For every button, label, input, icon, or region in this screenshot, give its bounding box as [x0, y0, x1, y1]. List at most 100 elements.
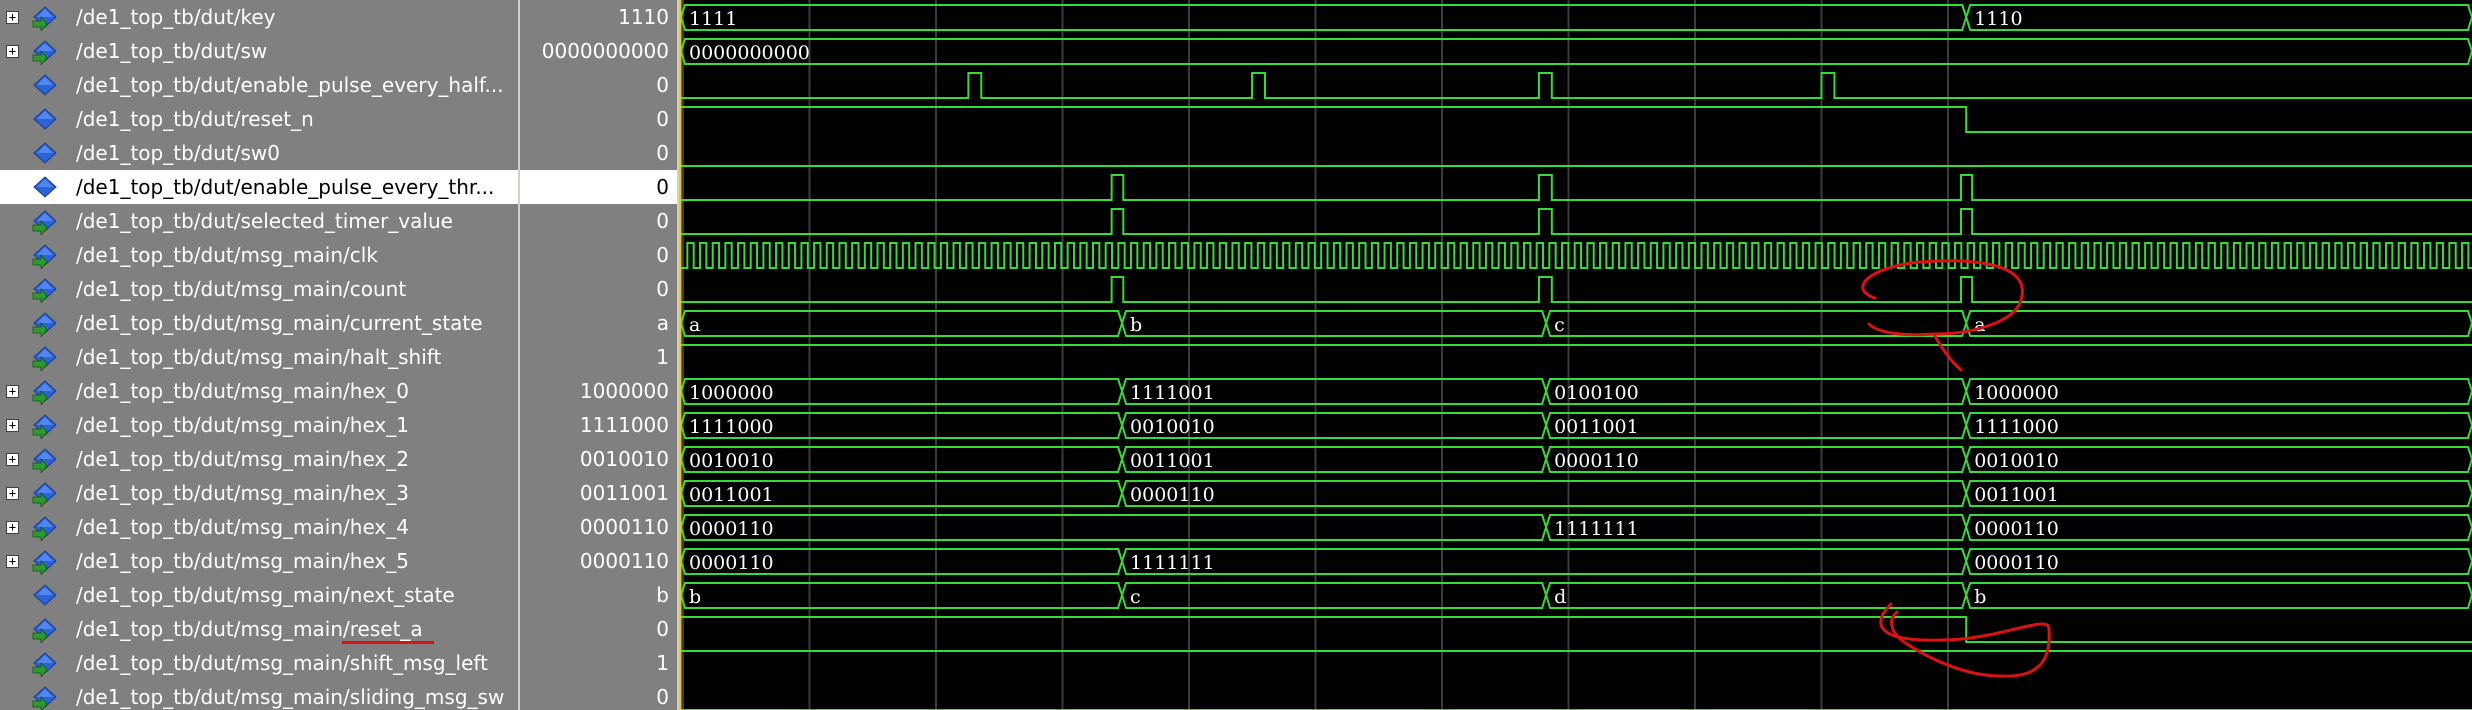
- signal-value-row[interactable]: 0011001: [520, 476, 677, 510]
- bus-value-label: a: [689, 314, 700, 336]
- bit-wave: [681, 106, 2472, 133]
- bus-value-label: 1111111: [1554, 518, 1639, 540]
- expand-icon[interactable]: +: [6, 385, 19, 398]
- signal-value-row[interactable]: 0: [520, 136, 677, 170]
- bus-segment: [1965, 446, 2472, 473]
- signal-value: 0: [656, 617, 669, 641]
- bus-segment: [1965, 4, 2472, 31]
- signal-value-row[interactable]: 0: [520, 680, 677, 710]
- bus-segment: [1965, 378, 2472, 405]
- signal-name: /de1_top_tb/dut/msg_main/sliding_msg_sw: [76, 685, 505, 709]
- bus-value-label: 0000000000: [689, 42, 810, 64]
- signal-name: /de1_top_tb/dut/msg_main/halt_shift: [76, 345, 442, 369]
- signal-name: /de1_top_tb/dut/msg_main/hex_1: [76, 413, 409, 437]
- signal-row[interactable]: /de1_top_tb/dut/msg_main/clk: [0, 238, 518, 272]
- bus-value-label: 0000110: [689, 518, 774, 540]
- pane-splitter[interactable]: [677, 0, 679, 710]
- expand-icon[interactable]: +: [6, 555, 19, 568]
- signal-name: /de1_top_tb/dut/msg_main/shift_msg_left: [76, 651, 488, 675]
- signal-row[interactable]: + /de1_top_tb/dut/msg_main/hex_3: [0, 476, 518, 510]
- signal-name: /de1_top_tb/dut/msg_main/hex_0: [76, 379, 409, 403]
- signal-value-row[interactable]: b: [520, 578, 677, 612]
- wave-pane[interactable]: 1111 1110 0000000000 a b c a 1000000 1111001 0100…: [679, 0, 2472, 710]
- signal-row[interactable]: /de1_top_tb/dut/selected_timer_value: [0, 204, 518, 238]
- expand-icon[interactable]: +: [6, 453, 19, 466]
- bus-value-label: 0010010: [1130, 416, 1215, 438]
- signal-row[interactable]: /de1_top_tb/dut/enable_pulse_every_thr..…: [0, 170, 518, 204]
- bus-input-icon: [32, 39, 62, 67]
- bus-value-label: 0000110: [1974, 518, 2059, 540]
- signal-value-row[interactable]: 1: [520, 340, 677, 374]
- signal-row[interactable]: /de1_top_tb/dut/msg_main/shift_msg_left: [0, 646, 518, 680]
- signal-name: /de1_top_tb/dut/msg_main/hex_3: [76, 481, 409, 505]
- signal-value-row[interactable]: 1110: [520, 0, 677, 34]
- signal-row[interactable]: /de1_top_tb/dut/msg_main/current_state: [0, 306, 518, 340]
- bus-value-label: c: [1554, 314, 1565, 336]
- signal-row[interactable]: + /de1_top_tb/dut/msg_main/hex_2: [0, 442, 518, 476]
- bit-wave: [681, 174, 2472, 201]
- pane-splitter[interactable]: [518, 0, 520, 710]
- expand-icon[interactable]: +: [6, 487, 19, 500]
- bus-segment: [1965, 480, 2472, 507]
- signal-row[interactable]: + /de1_top_tb/dut/msg_main/hex_1: [0, 408, 518, 442]
- bus-segment: [1121, 412, 1548, 439]
- signal-value-row[interactable]: 1111000: [520, 408, 677, 442]
- signal-value-row[interactable]: 0: [520, 272, 677, 306]
- signal-name: /de1_top_tb/dut/msg_main/hex_5: [76, 549, 409, 573]
- expand-icon[interactable]: +: [6, 11, 19, 24]
- bus-segment: [1545, 412, 1968, 439]
- signal-value-row[interactable]: 0000110: [520, 510, 677, 544]
- bus-value-label: 1000000: [1974, 382, 2059, 404]
- signal-row[interactable]: /de1_top_tb/dut/msg_main/count: [0, 272, 518, 306]
- wave-canvas[interactable]: 1111 1110 0000000000 a b c a 1000000 1111001 0100…: [679, 0, 2472, 710]
- signal-row[interactable]: /de1_top_tb/dut/sw0: [0, 136, 518, 170]
- signal-row[interactable]: /de1_top_tb/dut/enable_pulse_every_half.…: [0, 68, 518, 102]
- signal-row[interactable]: /de1_top_tb/dut/msg_main/sliding_msg_sw: [0, 680, 518, 710]
- signal-row[interactable]: /de1_top_tb/dut/msg_main/halt_shift: [0, 340, 518, 374]
- signal-value: 0: [656, 107, 669, 131]
- signal-value-row[interactable]: 1000000: [520, 374, 677, 408]
- expand-icon[interactable]: +: [6, 419, 19, 432]
- signal-name: /de1_top_tb/dut/msg_main/reset_a: [76, 617, 423, 641]
- bus-value-label: c: [1130, 586, 1141, 608]
- signal-value: 0: [656, 243, 669, 267]
- signal-value-pane[interactable]: 1110 0000000000 0 0 0 0 0 0 0 a 1 1000000 1111000 001…: [520, 0, 677, 710]
- bus-value-label: 1111: [689, 8, 737, 30]
- signal-icon: [32, 141, 62, 167]
- signal-value-row[interactable]: 0: [520, 612, 677, 646]
- signal-row[interactable]: + /de1_top_tb/dut/sw: [0, 34, 518, 68]
- signal-value-row[interactable]: 0: [520, 204, 677, 238]
- signal-name: /de1_top_tb/dut/selected_timer_value: [76, 209, 453, 233]
- signal-row[interactable]: + /de1_top_tb/dut/msg_main/hex_0: [0, 374, 518, 408]
- bus-value-label: 1111000: [1974, 416, 2059, 438]
- bus-segment: [1121, 480, 1968, 507]
- signal-value-row[interactable]: 0000110: [520, 544, 677, 578]
- expand-icon[interactable]: +: [6, 45, 19, 58]
- signal-value-row[interactable]: 0010010: [520, 442, 677, 476]
- signal-name: /de1_top_tb/dut/enable_pulse_every_thr..…: [76, 175, 495, 199]
- signal-row[interactable]: + /de1_top_tb/dut/key: [0, 0, 518, 34]
- signal-value-row[interactable]: 0000000000: [520, 34, 677, 68]
- bus-value-label: 0000110: [1554, 450, 1639, 472]
- bus-value-label: b: [689, 586, 701, 608]
- signal-row[interactable]: /de1_top_tb/dut/msg_main/reset_a: [0, 612, 518, 646]
- bus-segment: [1121, 548, 1968, 575]
- signal-value-row[interactable]: 0: [520, 102, 677, 136]
- signal-value-row[interactable]: a: [520, 306, 677, 340]
- signal-row[interactable]: + /de1_top_tb/dut/msg_main/hex_4: [0, 510, 518, 544]
- bus-input-icon: [32, 379, 62, 407]
- signal-value-row[interactable]: 0: [520, 68, 677, 102]
- signal-name-pane[interactable]: + /de1_top_tb/dut/key + /de1_top_tb/dut/sw /…: [0, 0, 518, 710]
- signal-row[interactable]: + /de1_top_tb/dut/msg_main/hex_5: [0, 544, 518, 578]
- signal-value-row[interactable]: 1: [520, 646, 677, 680]
- signal-value: 1: [656, 651, 669, 675]
- signal-name: /de1_top_tb/dut/msg_main/next_state: [76, 583, 455, 607]
- signal-value: 0: [656, 277, 669, 301]
- signal-value-row[interactable]: 0: [520, 170, 677, 204]
- signal-row[interactable]: /de1_top_tb/dut/msg_main/next_state: [0, 578, 518, 612]
- signal-row[interactable]: /de1_top_tb/dut/reset_n: [0, 102, 518, 136]
- bus-segment: [1121, 378, 1548, 405]
- bus-segment: [680, 480, 1124, 507]
- signal-value-row[interactable]: 0: [520, 238, 677, 272]
- expand-icon[interactable]: +: [6, 521, 19, 534]
